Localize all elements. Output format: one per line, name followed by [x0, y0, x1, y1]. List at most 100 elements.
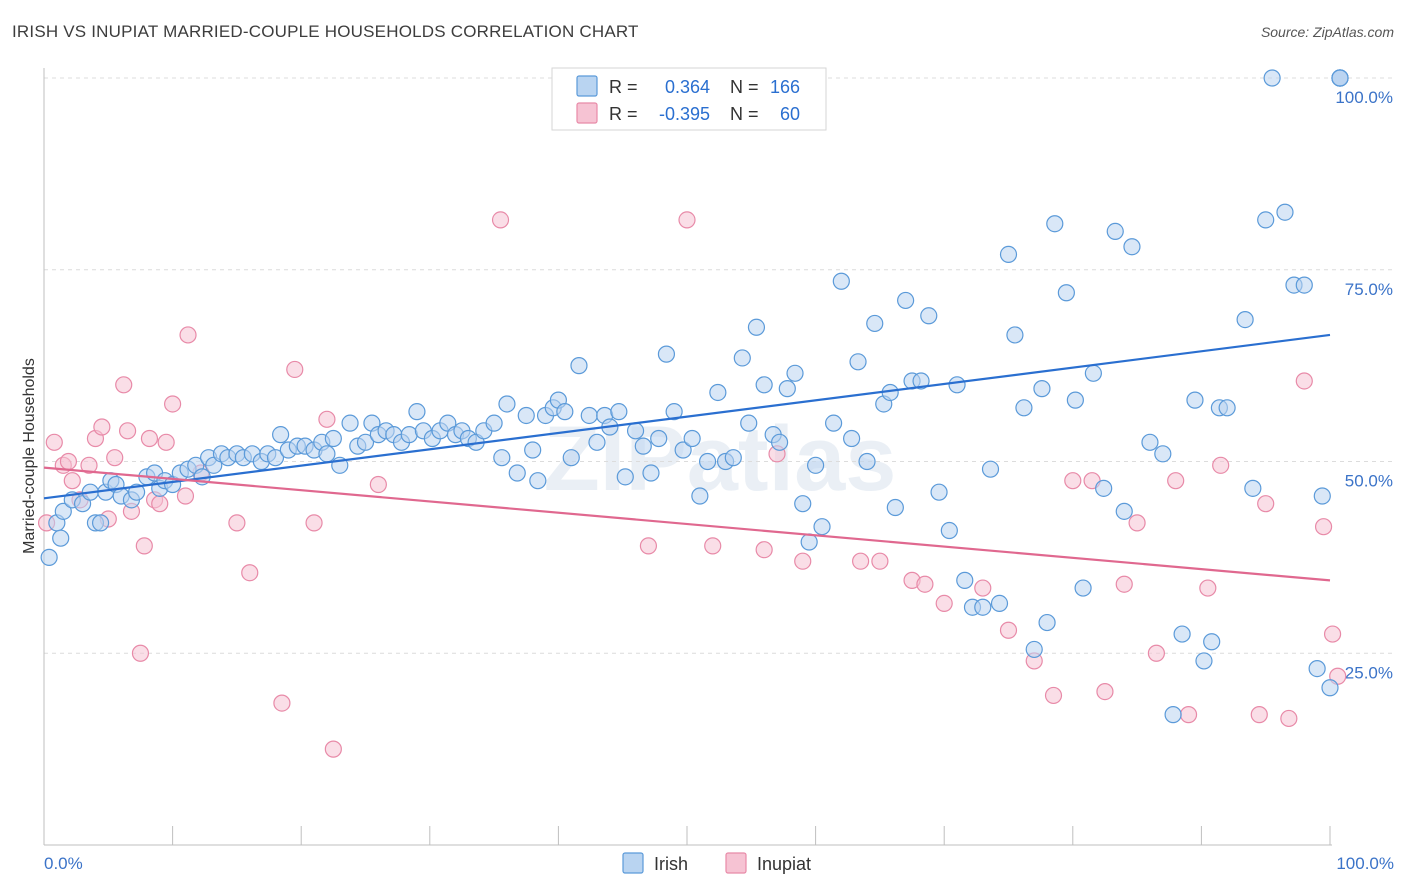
inupiat-point: [1147, 644, 1165, 662]
irish-point: [1038, 613, 1056, 632]
irish-point: [324, 429, 342, 448]
inupiat-point: [164, 395, 182, 413]
inupiat-point: [1167, 472, 1185, 490]
irish-point: [866, 314, 884, 333]
inupiat-trend-line: [43, 466, 1331, 582]
irish-point: [1195, 652, 1213, 670]
irish-trend-line: [43, 333, 1331, 500]
inupiat-point: [305, 514, 323, 532]
inupiat-point: [639, 537, 658, 555]
y-tick-label: 75.0%: [1345, 280, 1393, 299]
irish-point: [1203, 633, 1221, 651]
inupiat-point: [1257, 495, 1275, 513]
y-axis-label: Married-couple Households: [21, 358, 38, 554]
inupiat-point: [93, 418, 111, 436]
irish-point: [616, 468, 634, 486]
irish-point: [1095, 479, 1113, 497]
inupiat-point: [491, 211, 510, 229]
bottom-legend-swatch-irish: [622, 852, 644, 874]
irish-point: [634, 437, 652, 455]
irish-point: [1331, 69, 1349, 87]
source-label: Source: ZipAtlas.com: [1260, 24, 1394, 40]
legend-swatch-inupiat: [576, 102, 598, 124]
inupiat-point: [131, 644, 150, 662]
inupiat-point: [63, 472, 81, 490]
inupiat-point: [1280, 709, 1298, 728]
inupiat-point: [794, 552, 812, 570]
y-tick-labels: 25.0% 50.0% 75.0% 100.0%: [1335, 88, 1393, 682]
irish-point: [698, 452, 717, 471]
irish-point: [127, 483, 146, 501]
irish-point: [341, 414, 359, 432]
irish-point: [843, 429, 861, 448]
inupiat-point: [140, 429, 159, 448]
inupiat-point: [678, 211, 696, 229]
irish-point: [1084, 364, 1102, 382]
irish-point: [52, 529, 70, 547]
legend-inupiat-r-value: -0.395: [659, 104, 710, 124]
irish-point: [948, 376, 966, 394]
irish-point: [1123, 238, 1141, 256]
irish-point: [832, 272, 850, 290]
irish-point: [508, 464, 526, 482]
irish-point: [740, 414, 758, 432]
irish-point: [858, 452, 876, 471]
x-tick-label-min: 0.0%: [44, 854, 83, 873]
irish-point: [990, 594, 1009, 612]
inupiat-point: [273, 694, 291, 712]
irish-point: [1164, 706, 1182, 724]
inupiat-point: [115, 376, 133, 394]
irish-point: [724, 449, 742, 467]
inupiat-point: [916, 575, 934, 593]
inupiat-point: [852, 552, 870, 570]
irish-point: [529, 472, 547, 490]
irish-point: [665, 403, 683, 421]
irish-point: [650, 429, 668, 448]
irish-point: [570, 357, 588, 375]
irish-point: [580, 406, 598, 425]
inupiat-point: [974, 579, 992, 597]
irish-point: [524, 441, 542, 459]
y-tick-label: 100.0%: [1335, 88, 1393, 107]
irish-point: [691, 487, 709, 505]
irish-point: [806, 456, 825, 474]
inupiat-point: [318, 410, 336, 428]
irish-point: [981, 460, 1000, 478]
irish-point: [408, 403, 426, 421]
inupiat-point: [369, 475, 387, 494]
irish-point: [813, 518, 831, 536]
irish-point: [562, 449, 580, 467]
irish-point: [770, 433, 789, 451]
irish-point: [1046, 215, 1064, 233]
x-tick-label-max: 100.0%: [1336, 854, 1394, 873]
inupiat-point: [80, 456, 98, 474]
inupiat-point: [704, 537, 722, 555]
inupiat-point: [151, 495, 169, 513]
inupiat-point: [228, 514, 246, 532]
legend-inupiat-r-label: R =: [609, 104, 638, 124]
inupiat-point: [1064, 472, 1082, 490]
irish-point: [1141, 433, 1159, 451]
legend-irish-r-value: 0.364: [665, 77, 710, 97]
irish-point: [1257, 211, 1275, 229]
legend: R = 0.364 N = 166 R = -0.395 N = 60: [551, 67, 827, 131]
irish-point: [912, 372, 930, 390]
irish-point: [1074, 579, 1092, 597]
irish-point: [1263, 69, 1281, 87]
irish-point: [493, 449, 511, 467]
irish-point: [1115, 502, 1133, 520]
inupiat-point: [1044, 686, 1063, 705]
inupiat-point: [1179, 706, 1198, 724]
irish-point: [1313, 487, 1331, 505]
irish-point: [1186, 391, 1204, 409]
irish-point: [786, 364, 804, 382]
bottom-legend-irish: Irish: [654, 854, 688, 874]
inupiat-point: [999, 621, 1018, 639]
inupiat-point: [755, 541, 773, 559]
inupiat-point: [179, 326, 197, 344]
irish-point: [747, 318, 766, 336]
irish-point: [610, 403, 628, 421]
irish-point: [794, 495, 812, 513]
irish-point: [920, 307, 938, 325]
